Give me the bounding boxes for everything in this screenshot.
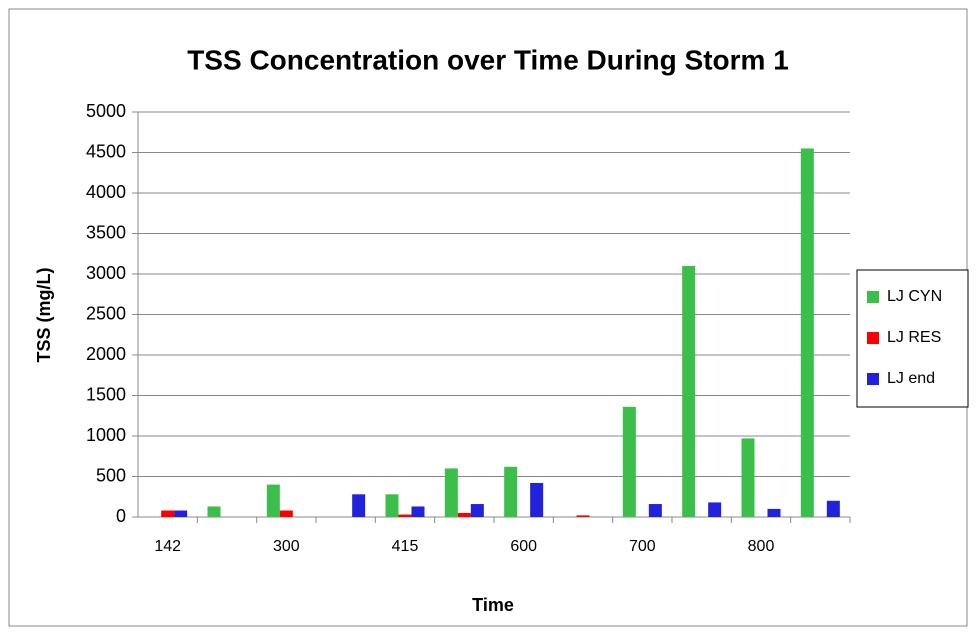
y-tick-label: 2000 <box>86 344 126 364</box>
bar <box>504 466 518 517</box>
y-tick-label: 2500 <box>86 303 126 323</box>
bar <box>398 514 412 517</box>
legend-label: LJ end <box>887 370 935 387</box>
bar <box>174 510 188 517</box>
bar <box>457 512 471 517</box>
bar <box>470 504 484 517</box>
bar <box>648 504 662 517</box>
bar <box>266 484 280 517</box>
x-tick-label: 800 <box>748 538 775 555</box>
chart-border <box>8 8 968 627</box>
bar <box>444 468 458 517</box>
bar <box>411 506 425 517</box>
y-tick-label: 3500 <box>86 222 126 242</box>
bar <box>385 494 399 517</box>
bar <box>682 265 696 517</box>
bar <box>207 506 221 517</box>
legend-swatch <box>867 373 879 385</box>
bar <box>530 482 544 517</box>
bar <box>622 406 636 517</box>
legend-swatch <box>867 291 879 303</box>
x-tick-label: 700 <box>629 538 656 555</box>
y-tick-label: 4500 <box>86 141 126 161</box>
legend-label: LJ RES <box>887 329 941 346</box>
y-tick-label: 500 <box>96 465 126 485</box>
bar <box>161 510 175 517</box>
bar <box>826 500 840 517</box>
x-tick-label: 300 <box>273 538 300 555</box>
y-tick-label: 1000 <box>86 425 126 445</box>
bar <box>800 148 814 517</box>
x-tick-label: 600 <box>510 538 537 555</box>
y-tick-label: 0 <box>116 506 126 526</box>
y-tick-label: 5000 <box>86 101 126 121</box>
legend-label: LJ CYN <box>887 288 942 305</box>
y-axis-label: TSS (mg/L) <box>34 268 54 363</box>
bar <box>741 438 755 517</box>
y-tick-label: 1500 <box>86 384 126 404</box>
legend-swatch <box>867 332 879 344</box>
y-tick-label: 4000 <box>86 182 126 202</box>
x-axis-label: Time <box>472 595 514 615</box>
bar <box>352 494 366 517</box>
x-tick-label: 142 <box>154 538 181 555</box>
bar <box>708 502 722 517</box>
bar <box>576 515 590 517</box>
bar <box>279 510 293 517</box>
x-tick-label: 415 <box>392 538 419 555</box>
y-tick-label: 3000 <box>86 263 126 283</box>
bar <box>767 508 781 517</box>
chart-title: TSS Concentration over Time During Storm… <box>187 44 789 75</box>
